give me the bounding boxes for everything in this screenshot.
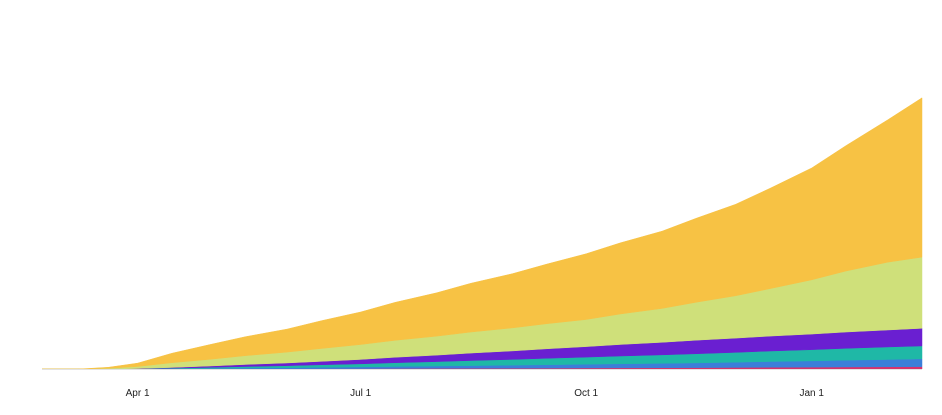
x-axis-ticks: Apr 1 Jul 1 Oct 1 Jan 1 xyxy=(126,388,825,399)
area-series-6 xyxy=(42,97,923,370)
area-series-group xyxy=(42,97,923,370)
x-tick-label: Oct 1 xyxy=(574,388,598,399)
x-tick-label: Apr 1 xyxy=(126,388,150,399)
x-tick-label: Jul 1 xyxy=(350,388,372,399)
x-tick-label: Jan 1 xyxy=(799,388,824,399)
